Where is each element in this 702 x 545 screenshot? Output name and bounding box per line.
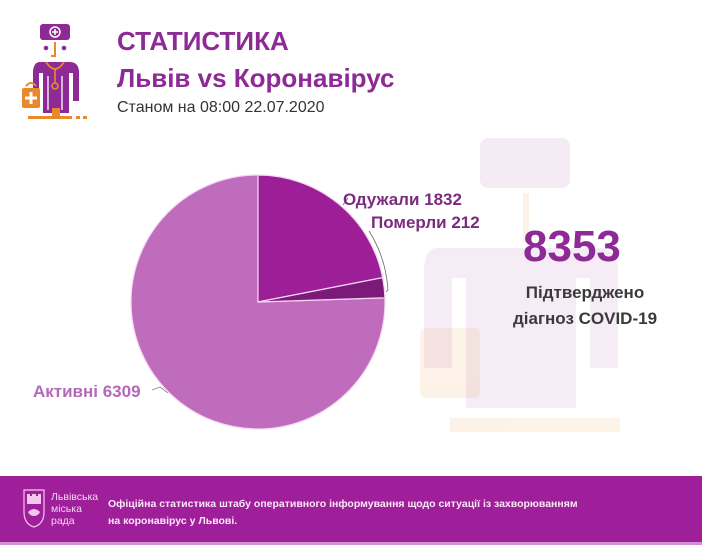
total-caption: Підтверджено діагноз COVID-19	[505, 280, 665, 332]
page-subtitle: Львів vs Коронавірус	[117, 63, 395, 93]
doctor-watermark-icon	[420, 138, 620, 432]
total-caption-line1: Підтверджено	[525, 283, 645, 302]
footer-banner: Львівська міська рада Офіційна статистик…	[0, 476, 702, 545]
city-crest-icon	[23, 489, 45, 528]
leader-line-active	[151, 386, 169, 394]
org-name-line3: рада	[51, 515, 75, 527]
pie-slice-died[interactable]	[257, 276, 386, 303]
footer-description: Офіційна статистика штабу оперативного і…	[108, 498, 578, 527]
org-name-line2: міська	[51, 503, 82, 515]
leader-line-died	[368, 230, 389, 293]
total-confirmed-count: 8353	[523, 222, 621, 271]
pie-chart	[130, 174, 389, 430]
org-name: Львівська міська рада	[51, 491, 98, 527]
leader-line-recovered	[342, 197, 349, 206]
as-of-date: Станом на 08:00 22.07.2020	[117, 99, 325, 116]
label-active: Активні 6309	[33, 382, 141, 401]
label-recovered: Одужали 1832	[343, 190, 462, 209]
page-title: СТАТИСТИКА	[117, 26, 289, 56]
doctor-logo-icon	[22, 24, 87, 119]
pie-slice-recovered[interactable]	[257, 174, 384, 303]
label-died: Померли 212	[371, 213, 480, 232]
org-name-line1: Львівська	[51, 491, 99, 503]
total-caption-line2: діагноз COVID-19	[512, 309, 658, 328]
